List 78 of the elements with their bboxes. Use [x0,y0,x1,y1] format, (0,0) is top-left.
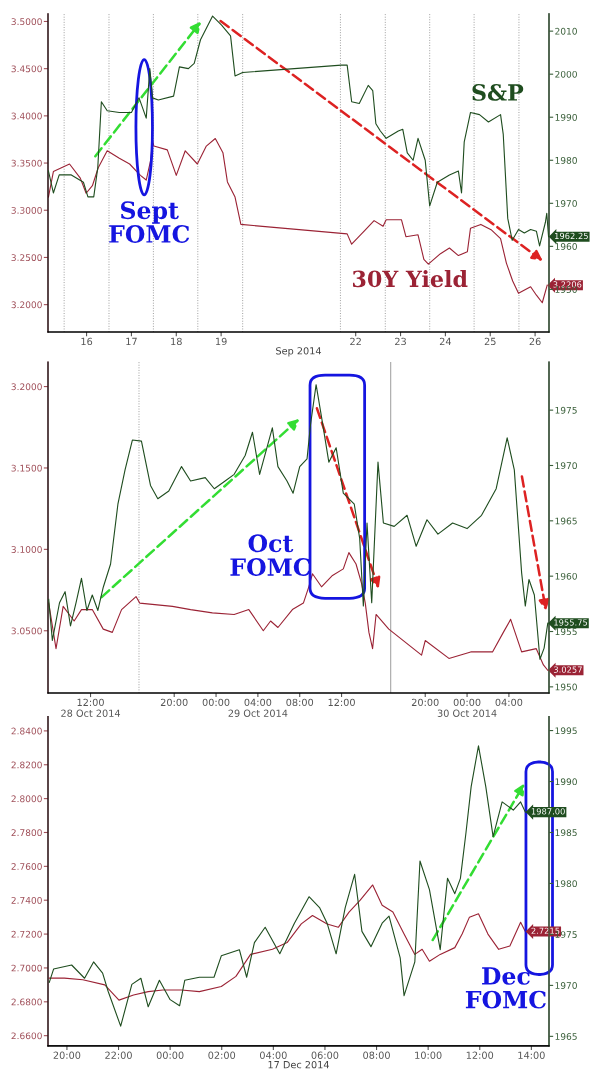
series-label: 30Y Yield [352,270,468,288]
data-label: 3.2206 [553,281,582,288]
y-tick-label: 3.3500 [11,159,42,167]
y-tick-label: 2.6600 [11,1032,42,1040]
y-tick-label: 2.6800 [11,998,42,1006]
data-label: 3.0257 [553,666,582,673]
x-tick-label: 12:00 28 Oct 2014 [61,698,121,717]
x-tick-label: 25 [484,337,496,346]
x-tick-label: 17 [126,337,137,345]
x-tick-label: 24 [439,337,452,345]
y2-tick-label: 1995 [555,727,577,735]
y2-tick-label: 1970 [555,200,577,207]
y-tick-label: 2.7000 [11,964,42,972]
x-axis-title: 17 Dec 2014 [268,1060,330,1069]
annotation: Dec FOMC [465,967,546,1009]
x-tick-label: 20:00 [53,1051,81,1059]
x-tick-label: 04:00 [259,1051,287,1059]
y2-tick-label: 1950 [555,683,577,691]
y-tick-label: 3.4500 [11,65,42,73]
data-label: 1987.00 [531,808,565,815]
y2-tick-label: 1970 [555,982,577,989]
x-tick-label: 14:00 [518,1051,545,1059]
y-tick-label: 2.7600 [11,863,42,870]
y2-tick-label: 1990 [555,778,577,786]
y-tick-label: 2.8400 [11,727,42,735]
x-tick-label: 22 [350,337,361,345]
y2-tick-label: 1970 [555,462,577,470]
series-label: S&P [472,84,524,101]
x-tick-label: 08:00 [286,698,314,707]
x-tick-label: 20:00 [411,698,439,707]
y-tick-label: 3.5000 [11,18,42,26]
x-tick-label: 16 [81,337,93,346]
y-tick-label: 3.3000 [11,206,42,214]
y-tick-label: 3.2000 [11,383,42,391]
y-tick-label: 3.4000 [11,112,42,120]
x-tick-label: 22:00 [105,1051,132,1059]
y-tick-label: 2.7800 [11,829,42,837]
y2-tick-label: 1990 [555,113,577,121]
y-tick-label: 3.2500 [11,254,42,261]
x-tick-label: 12:00 [466,1051,494,1059]
x-tick-label: 23 [395,337,406,346]
x-tick-label: 20:00 [160,698,188,707]
y2-tick-label: 1955 [555,628,577,636]
y-tick-label: 2.7400 [11,896,42,904]
y2-tick-label: 1985 [555,829,577,837]
y2-tick-label: 2010 [555,27,577,35]
x-tick-label: 10:00 [415,1051,442,1059]
y2-tick-label: 1960 [555,243,577,250]
x-tick-label: 26 [529,337,541,346]
annotation: Oct FOMC [230,534,311,576]
y2-tick-label: 1960 [555,572,577,580]
y2-tick-label: 1975 [555,406,577,414]
data-label: 1955.75 [554,619,588,626]
x-tick-label: 04:00 [495,698,523,707]
y-tick-label: 3.1000 [11,546,42,553]
y-tick-label: 3.1500 [11,464,42,472]
x-tick-label: 00:00 [202,698,230,707]
annotation: Sept FOMC [109,201,190,243]
y2-tick-label: 1965 [555,517,577,525]
x-tick-label: 06:00 [311,1051,339,1059]
y2-tick-label: 1950 [555,286,577,293]
data-label: 1962.25 [555,232,588,240]
y2-tick-label: 1980 [555,880,577,888]
x-tick-label: 12:00 [328,698,355,707]
y-tick-label: 3.0500 [11,627,42,635]
x-axis-title: Sep 2014 [276,347,322,357]
x-tick-label: 02:00 [208,1051,236,1059]
y2-tick-label: 1980 [555,157,577,164]
y-tick-label: 2.7200 [11,930,42,938]
y-tick-label: 3.2000 [11,301,42,309]
x-tick-label: 00:00 [156,1051,184,1059]
y-tick-label: 2.8200 [11,761,42,769]
x-tick-label: 19 [216,337,227,346]
y2-tick-label: 1965 [555,1033,577,1040]
y-tick-label: 2.8000 [11,795,42,803]
x-tick-label: 08:00 [363,1051,390,1059]
y2-tick-label: 2000 [555,70,577,78]
x-tick-label: 18 [171,337,182,346]
